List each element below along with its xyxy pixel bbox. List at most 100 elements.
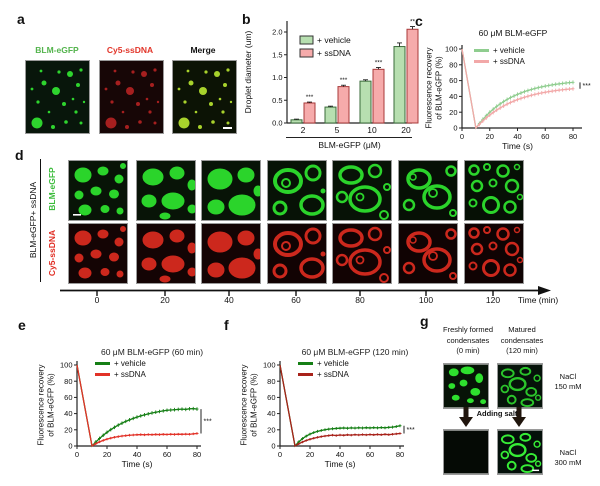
panel-e-label: e bbox=[18, 317, 26, 333]
micrograph-g-matured-300mm bbox=[497, 429, 543, 475]
svg-text:40: 40 bbox=[336, 450, 344, 459]
d-row-label-gfp: BLM-eGFP bbox=[47, 167, 57, 211]
frap-chart-f: 0 20 40 60 80 100 0 20 40 60 80 Time (s) *** bbox=[263, 361, 415, 469]
svg-text:40: 40 bbox=[513, 132, 521, 141]
f-legend: + vehicle + ssDNA bbox=[298, 358, 349, 380]
svg-text:80: 80 bbox=[449, 60, 457, 69]
svg-text:20: 20 bbox=[486, 132, 494, 141]
svg-text:***: *** bbox=[375, 59, 383, 66]
svg-text:0: 0 bbox=[453, 124, 457, 133]
panel-c-label: c bbox=[415, 13, 423, 29]
e-legend-ssdna-label: + ssDNA bbox=[114, 370, 146, 379]
panel-g-label: g bbox=[420, 313, 429, 329]
micrograph-d-gfp-120min bbox=[464, 160, 524, 221]
svg-text:Time (s): Time (s) bbox=[122, 459, 153, 469]
c-legend-ssdna-swatch bbox=[474, 60, 489, 63]
svg-text:0: 0 bbox=[75, 450, 79, 459]
micrograph-d-cy5-40min bbox=[201, 223, 261, 284]
svg-text:20: 20 bbox=[306, 450, 314, 459]
scale-bar bbox=[532, 469, 540, 472]
f-legend-ssdna-label: + ssDNA bbox=[317, 370, 349, 379]
svg-text:0.5: 0.5 bbox=[272, 96, 282, 105]
micrograph-d-cy5-60min bbox=[267, 223, 327, 284]
svg-text:20: 20 bbox=[267, 425, 275, 434]
micrograph-d-cy5-120min bbox=[464, 223, 524, 284]
svg-text:1.0: 1.0 bbox=[272, 73, 282, 82]
panel-a-label: a bbox=[17, 11, 25, 27]
scale-bar bbox=[223, 127, 232, 129]
svg-text:***: *** bbox=[204, 419, 212, 426]
svg-text:100: 100 bbox=[263, 361, 276, 370]
svg-text:40: 40 bbox=[267, 409, 275, 418]
d-group-label: BLM-eGFP+ ssDNA bbox=[28, 181, 38, 259]
micrograph-d-cy5-80min bbox=[332, 223, 392, 284]
panel-d-label: d bbox=[15, 147, 24, 163]
svg-text:60: 60 bbox=[163, 450, 171, 459]
channel-label-merge: Merge bbox=[190, 45, 216, 55]
svg-text:60: 60 bbox=[541, 132, 549, 141]
micrograph-g-fresh-300mm bbox=[443, 429, 489, 475]
svg-text:0: 0 bbox=[271, 442, 275, 451]
svg-text:20: 20 bbox=[64, 425, 72, 434]
svg-text:2.0: 2.0 bbox=[272, 28, 282, 37]
svg-text:80: 80 bbox=[267, 377, 275, 386]
panel-f-label: f bbox=[224, 317, 229, 333]
svg-text:***: *** bbox=[340, 77, 348, 84]
frap-chart-e: 0 20 40 60 80 100 0 20 40 60 80 Time (s) *** bbox=[60, 361, 212, 469]
svg-text:80: 80 bbox=[569, 132, 577, 141]
svg-text:60: 60 bbox=[64, 393, 72, 402]
panel-b-label: b bbox=[242, 11, 251, 27]
d-time-80: 80 bbox=[355, 295, 365, 305]
svg-text:0.0: 0.0 bbox=[272, 119, 282, 128]
svg-text:Time (s): Time (s) bbox=[325, 459, 356, 469]
g-down-arrow-right bbox=[512, 407, 526, 427]
svg-text:0: 0 bbox=[278, 450, 282, 459]
bar-chart-droplet-diameter: 0.0 0.5 1.0 1.5 2.0 *** 2 *** 5 *** 10 ** 20 BLM-eGFP… bbox=[272, 19, 419, 150]
svg-text:40: 40 bbox=[449, 92, 457, 101]
svg-text:20: 20 bbox=[103, 450, 111, 459]
d-row-label-cy5: Cy5-ssDNA bbox=[47, 229, 57, 277]
f-title: 60 μM BLM-eGFP (120 min) bbox=[301, 347, 409, 357]
c-title: 60 μM BLM-eGFP bbox=[478, 28, 548, 38]
svg-text:60: 60 bbox=[449, 76, 457, 85]
svg-text:2: 2 bbox=[301, 125, 306, 135]
svg-text:40: 40 bbox=[64, 409, 72, 418]
svg-text:100: 100 bbox=[60, 361, 73, 370]
f-legend-vehicle-swatch bbox=[298, 362, 313, 365]
micrograph-d-gfp-100min bbox=[398, 160, 458, 221]
svg-text:**: ** bbox=[410, 19, 416, 26]
svg-text:0: 0 bbox=[460, 132, 464, 141]
micrograph-a-gfp bbox=[25, 60, 90, 134]
channel-label-blm-egfp: BLM-eGFP bbox=[35, 45, 79, 55]
d-time-0: 0 bbox=[94, 295, 100, 305]
micrograph-d-gfp-80min bbox=[332, 160, 392, 221]
e-legend-ssdna-swatch bbox=[95, 373, 110, 376]
g-adding-salt-label: Adding salt bbox=[476, 409, 518, 418]
d-time-100: 100 bbox=[418, 295, 434, 305]
svg-text:20: 20 bbox=[449, 108, 457, 117]
micrograph-d-gfp-40min bbox=[201, 160, 261, 221]
micrograph-a-merge bbox=[172, 60, 237, 134]
e-legend-vehicle-label: + vehicle bbox=[114, 359, 146, 368]
svg-text:BLM-eGFP (μM): BLM-eGFP (μM) bbox=[318, 140, 381, 150]
g-down-arrow-left bbox=[459, 407, 473, 427]
svg-text:10: 10 bbox=[367, 125, 377, 135]
svg-text:5: 5 bbox=[335, 125, 340, 135]
micrograph-a-cy5 bbox=[99, 60, 164, 134]
svg-text:Time (s): Time (s) bbox=[502, 141, 533, 151]
micrograph-d-gfp-20min bbox=[136, 160, 196, 221]
svg-text:80: 80 bbox=[396, 450, 404, 459]
svg-text:***: *** bbox=[306, 94, 314, 101]
svg-text:80: 80 bbox=[64, 377, 72, 386]
f-legend-vehicle-label: + vehicle bbox=[317, 359, 349, 368]
svg-text:***: *** bbox=[407, 427, 415, 434]
svg-text:60: 60 bbox=[366, 450, 374, 459]
micrograph-d-gfp-60min bbox=[267, 160, 327, 221]
micrograph-g-matured-150mm bbox=[497, 363, 543, 409]
micrograph-g-fresh-150mm bbox=[443, 363, 489, 409]
channel-label-cy5-ssdna: Cy5-ssDNA bbox=[106, 45, 154, 55]
g-col1-header: Freshly formed condensates (0 min) bbox=[442, 325, 494, 355]
svg-text:60: 60 bbox=[267, 393, 275, 402]
g-nacl-150-label: NaCl 150 mM bbox=[554, 372, 582, 391]
scale-bar bbox=[73, 214, 81, 216]
